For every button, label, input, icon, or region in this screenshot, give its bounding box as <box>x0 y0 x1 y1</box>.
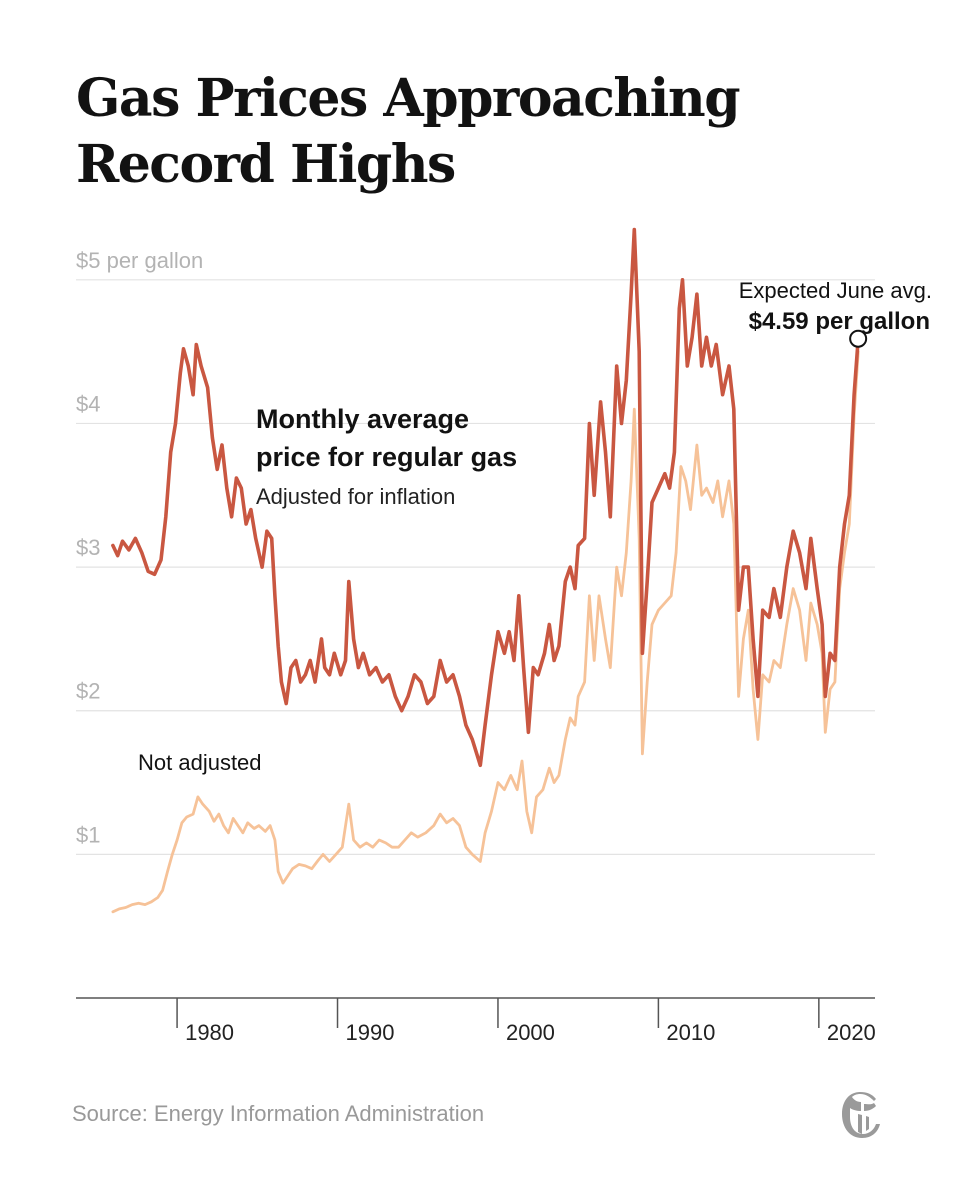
y-tick-label-4: $5 per gallon <box>76 248 203 273</box>
x-tick-label-2: 2000 <box>506 1020 555 1045</box>
not-adjusted-label: Not adjusted <box>138 750 262 775</box>
y-axis-ticks: $1 $2 $3 $4 $5 per gallon <box>76 248 203 848</box>
source-note: Source: Energy Information Administratio… <box>72 1101 485 1126</box>
x-tick-label-0: 1980 <box>185 1020 234 1045</box>
y-tick-label-3: $4 <box>76 391 100 416</box>
x-tick-label-4: 2020 <box>827 1020 876 1045</box>
series-label-subtitle: Adjusted for inflation <box>256 484 455 509</box>
series-label-title-line-2: price for regular gas <box>256 442 517 472</box>
x-tick-label-1: 1990 <box>346 1020 395 1045</box>
y-tick-label-2: $3 <box>76 535 100 560</box>
expected-point-marker <box>849 329 868 348</box>
expected-june-value: $4.59 per gallon <box>749 308 930 335</box>
x-axis: 1980 1990 2000 2010 2020 <box>76 997 876 1045</box>
series-line-adjusted <box>111 227 860 768</box>
annotations: Monthly average price for regular gas Ad… <box>138 278 932 775</box>
series-line-not-adjusted <box>111 350 860 914</box>
series-lines <box>111 227 860 914</box>
x-tick-label-3: 2010 <box>666 1020 715 1045</box>
y-tick-label-0: $1 <box>76 822 100 847</box>
chart-title: Gas Prices Approaching Record Highs <box>76 68 741 195</box>
line-chart: $1 $2 $3 $4 $5 per gallon 1980 1990 2000 2010 20… <box>76 227 932 1045</box>
expected-june-label: Expected June avg. <box>739 278 932 303</box>
series-label-title-line-1: Monthly average <box>256 404 469 434</box>
y-tick-label-1: $2 <box>76 679 100 704</box>
nyt-t-logo-icon <box>842 1092 880 1138</box>
